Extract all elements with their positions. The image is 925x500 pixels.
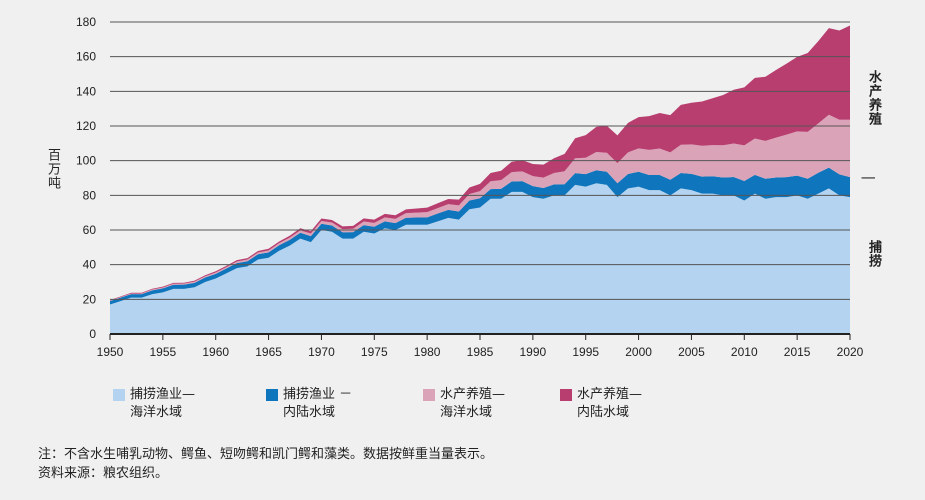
legend-label: 水产养殖— — [440, 387, 506, 402]
x-tick-label: 1950 — [97, 345, 124, 359]
x-tick-label: 2020 — [837, 345, 864, 359]
y-tick-label: 120 — [76, 119, 96, 133]
y-tick-label: 80 — [83, 188, 97, 202]
y-tick-label: 0 — [89, 327, 96, 341]
legend-item-marine-aquaculture: 水产养殖— 海洋水域 — [423, 386, 505, 422]
x-tick-label: 1980 — [414, 345, 441, 359]
area-series-0 — [110, 183, 850, 334]
legend-label: 捕捞渔业— — [130, 387, 196, 402]
chart-source: 资料来源：粮农组织。 — [38, 466, 169, 481]
legend-item-inland-capture: 捕捞渔业 － 内陆水域 — [266, 386, 352, 422]
legend-label: 内陆水域 — [283, 405, 336, 420]
y-tick-label: 180 — [76, 15, 96, 29]
x-tick-label: 1970 — [308, 345, 335, 359]
y-tick-label: 40 — [83, 258, 97, 272]
x-tick-label: 1965 — [255, 345, 282, 359]
legend-label: 水产养殖— — [577, 387, 643, 402]
x-tick-label: 1975 — [361, 345, 388, 359]
side-label-capture: 捕捞 — [866, 240, 881, 268]
legend-swatch — [113, 389, 125, 401]
legend-label: 海洋水域 — [440, 405, 493, 420]
legend-item-inland-aquaculture: 水产养殖— 内陆水域 — [560, 386, 642, 422]
x-tick-label: 2005 — [678, 345, 705, 359]
side-label-divider: | — [861, 175, 877, 182]
legend-item-marine-capture: 捕捞渔业— 海洋水域 — [113, 386, 195, 422]
x-tick-label: 2015 — [784, 345, 811, 359]
legend-label: 内陆水域 — [577, 405, 630, 420]
x-tick-label: 1985 — [467, 345, 494, 359]
side-label-aquaculture: 水产养殖 — [866, 70, 881, 126]
x-tick-label: 1960 — [202, 345, 229, 359]
legend-label: 海洋水域 — [130, 405, 183, 420]
legend-label: 捕捞渔业 － — [283, 387, 353, 402]
y-tick-label: 140 — [76, 84, 96, 98]
area-series-1 — [110, 167, 850, 305]
area-series-2 — [110, 114, 850, 302]
x-tick-label: 2000 — [625, 345, 652, 359]
y-tick-label: 60 — [83, 223, 97, 237]
legend-swatch — [560, 389, 572, 401]
y-tick-label: 20 — [83, 292, 97, 306]
x-tick-label: 1995 — [572, 345, 599, 359]
stacked-area-chart: 0 20 40 60 80 100 120 140 160 180 1950 1955 1960 1965… — [76, 15, 864, 359]
y-axis-label: 百万吨 — [45, 148, 60, 190]
x-tick-label: 1990 — [520, 345, 547, 359]
x-tick-label: 1955 — [150, 345, 177, 359]
legend-swatch — [423, 389, 435, 401]
y-tick-label: 100 — [76, 154, 96, 168]
chart-note: 注：不含水生哺乳动物、鳄鱼、短吻鳄和凯门鳄和藻类。数据按鲜重当量表示。 — [38, 447, 494, 462]
x-tick-label: 2010 — [731, 345, 758, 359]
legend-swatch — [266, 389, 278, 401]
y-tick-label: 160 — [76, 50, 96, 64]
